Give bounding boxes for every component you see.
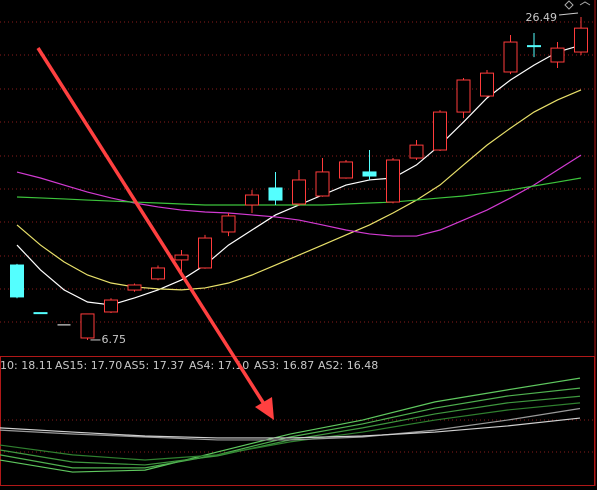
indicator-label: 10: 18.11 bbox=[0, 359, 53, 372]
candle-body bbox=[104, 299, 118, 313]
candle-body bbox=[386, 159, 400, 203]
annotation-pointer bbox=[558, 12, 579, 16]
indicator-label: AS2: 16.48 bbox=[318, 359, 378, 372]
indicator-panel: 10: 18.11 AS15: 17.70 AS5: 17.37 AS4: 17.10… bbox=[0, 359, 581, 473]
indicator-label: AS5: 17.37 bbox=[124, 359, 184, 372]
annotation-label: 26.49 bbox=[526, 11, 558, 24]
panel-border bbox=[0, 356, 595, 486]
indicator-line bbox=[0, 395, 581, 466]
candle-body bbox=[221, 215, 236, 233]
grid bbox=[0, 21, 594, 453]
indicator-line bbox=[0, 377, 581, 473]
candle-body bbox=[433, 111, 447, 151]
candle-body bbox=[268, 187, 283, 201]
candle-body bbox=[550, 47, 565, 63]
main-panel: 26.49 6.75 bbox=[10, 11, 588, 346]
candle-body bbox=[33, 312, 48, 315]
annotation-arrow bbox=[36, 47, 274, 420]
candle-body bbox=[315, 171, 330, 197]
indicator-label: AS15: 17.70 bbox=[55, 359, 122, 372]
candle-body bbox=[10, 264, 24, 298]
indicator-label: AS4: 17.10 bbox=[189, 359, 249, 372]
candle-body bbox=[456, 79, 471, 113]
indicator-line bbox=[0, 417, 581, 439]
indicator-line bbox=[0, 387, 581, 469]
candle-body bbox=[80, 313, 95, 339]
moving-average-line bbox=[16, 89, 582, 291]
toolbar-icon[interactable] bbox=[564, 0, 591, 10]
candle-body bbox=[174, 254, 189, 261]
candle-body bbox=[292, 179, 306, 205]
candle-body bbox=[127, 284, 142, 291]
indicator-line bbox=[0, 402, 581, 461]
moving-average-line bbox=[16, 154, 582, 237]
indicator-label: AS3: 16.87 bbox=[254, 359, 314, 372]
arrow-shaft bbox=[36, 47, 266, 405]
indicator-line bbox=[0, 407, 581, 441]
candle-body bbox=[245, 194, 259, 206]
annotation-label: 6.75 bbox=[102, 333, 127, 346]
candle-body bbox=[527, 45, 541, 48]
candle-body bbox=[339, 161, 353, 179]
candle-body bbox=[503, 41, 518, 73]
arrow-head bbox=[255, 397, 274, 420]
candle-body bbox=[198, 237, 212, 269]
candle-body bbox=[480, 72, 494, 97]
candle-body bbox=[409, 144, 424, 159]
candle-body bbox=[151, 267, 165, 280]
candle-body bbox=[574, 27, 588, 53]
candle-body bbox=[362, 171, 377, 177]
